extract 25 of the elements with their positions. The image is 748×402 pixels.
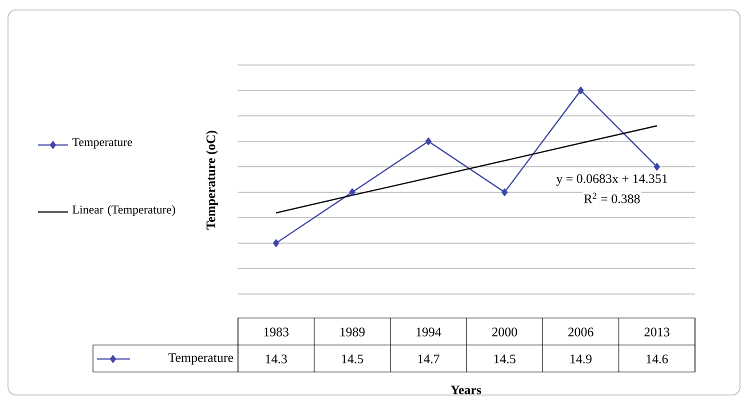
point [273,239,280,247]
y-axis-title: Temperature (oC) [206,130,218,230]
data-label: 14.5 [494,354,516,364]
text: Temperature [168,353,234,365]
data-label: 14.6 [646,354,668,364]
annotation: y = 0.0683x + 14.351 [556,174,668,186]
data-label: 14.3 [266,354,287,364]
point [349,188,356,196]
point [654,162,660,171]
data-label: 14.7 [418,354,440,364]
x-tick-label: 2000 [492,328,518,336]
point [425,137,432,146]
x-tick-label: 2006 [568,328,594,336]
x-tick-label: 1994 [416,328,442,336]
data-label: 14.9 [570,354,592,364]
x-tick-label: 1983 [264,328,289,336]
data-label: 14.5 [342,354,364,364]
annotation: R$^{2}$ = 0.388 [584,192,640,204]
legend-label: Temperature [72,138,132,149]
x-tick-label: 1989 [340,328,365,336]
point [578,86,584,94]
point [502,188,508,196]
x-axis-title: Years [450,386,482,394]
x-tick-label: 2013 [644,328,670,336]
legend-label: Linear (Temperature) [72,205,176,216]
